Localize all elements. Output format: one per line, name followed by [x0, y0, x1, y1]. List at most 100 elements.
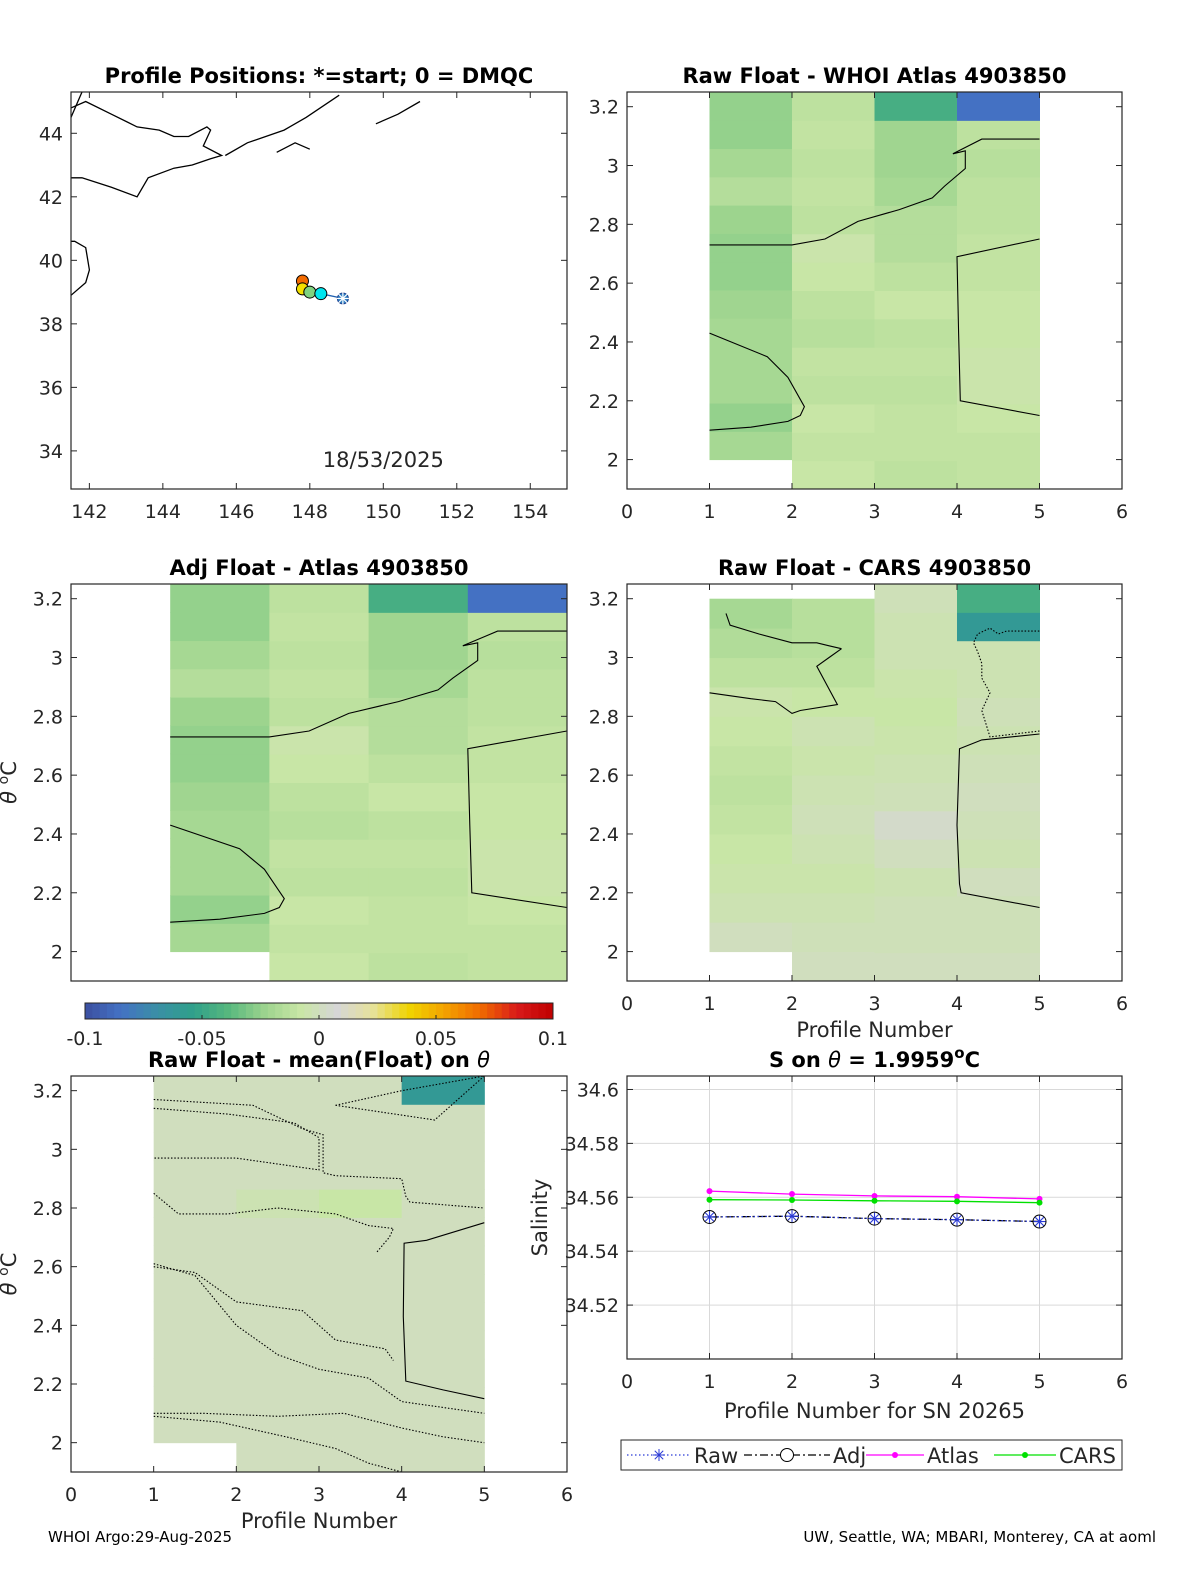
- colorbar-cell: [311, 1003, 320, 1019]
- x-tick-label: 5: [1033, 993, 1045, 1015]
- heatmap-cell: [401, 1443, 485, 1472]
- heatmap-cell: [401, 1189, 485, 1218]
- y-tick-label: 2.8: [589, 214, 619, 236]
- heatmap-cell: [709, 374, 793, 404]
- y-tick-label: 2.4: [33, 1315, 63, 1337]
- footer-right: UW, Seattle, WA; MBARI, Monterey, CA at …: [803, 1528, 1156, 1546]
- colorbar-cell: [245, 1003, 254, 1019]
- heatmap-cell: [170, 866, 270, 896]
- heatmap-cell: [957, 148, 1040, 178]
- heatmap-cell: [319, 1302, 403, 1332]
- colorbar-cell: [85, 1003, 93, 1019]
- heatmap-cell: [236, 1443, 320, 1472]
- y-tick-label: 3: [51, 648, 63, 670]
- contour-lines: [170, 630, 567, 923]
- colorbar-tick-label: -0.1: [66, 1028, 103, 1050]
- heatmap-cell: [792, 177, 875, 206]
- x-tick-label: 4: [951, 993, 963, 1015]
- y-tick-label: 2.8: [589, 706, 619, 728]
- colorbar-cell: [494, 1003, 503, 1019]
- x-axis-label: Profile Number: [241, 1509, 398, 1533]
- heatmap-cell: [792, 804, 875, 835]
- adj-atlas-panel: 2 2.2 2.4 2.6 2.8 3 3.2 Adj Float - Atlas 49038…: [0, 556, 568, 982]
- colorbar-cell: [428, 1003, 437, 1019]
- heatmap-cell: [709, 628, 793, 659]
- y-tick-label: 2.6: [589, 273, 619, 295]
- heatmap-cell: [236, 1274, 320, 1303]
- heatmap-cell: [153, 1217, 237, 1246]
- heatmap-cell: [319, 1076, 403, 1105]
- heatmap-cell: [792, 92, 875, 121]
- legend-marker-adj: [780, 1448, 794, 1462]
- panel-title: Profile Positions: *=start; 0 = DMQC: [105, 64, 534, 88]
- heatmap-cell: [236, 1245, 320, 1275]
- contour-lines: [709, 613, 1040, 909]
- x-tick-label: 2: [786, 1371, 798, 1393]
- heatmap-cell: [153, 1329, 237, 1359]
- axes-box: [626, 583, 1123, 982]
- y-tick-label: 40: [39, 250, 63, 272]
- colorbar-cell: [399, 1003, 408, 1019]
- colorbar-cell: [406, 1003, 415, 1019]
- colorbar-cell: [209, 1003, 218, 1019]
- y-axis-label: Salinity: [528, 1179, 552, 1257]
- colorbar-tick-label: 0: [313, 1028, 325, 1050]
- coastline: [71, 92, 83, 118]
- heatmap-cell: [368, 612, 469, 642]
- heatmap-cell: [153, 1414, 237, 1444]
- start-star-stroke: [338, 293, 348, 304]
- colorbar-cell: [297, 1003, 305, 1019]
- heatmap-cell: [792, 460, 875, 489]
- heatmap-cell: [874, 895, 958, 925]
- contour-line: [153, 1415, 402, 1472]
- heatmap-cell: [153, 1076, 237, 1105]
- colorbar-cell: [450, 1003, 459, 1019]
- heatmap-cell: [709, 289, 793, 319]
- colorbar-cell: [223, 1003, 232, 1019]
- contour-line: [153, 1412, 485, 1444]
- colorbar-cell: [150, 1003, 159, 1019]
- heatmap-cell: [957, 924, 1040, 954]
- heatmap-cell: [957, 725, 1040, 755]
- y-axis-label: θ oC: [0, 1253, 21, 1296]
- y-tick-label: 2: [51, 1433, 63, 1455]
- heatmap-cell: [170, 923, 270, 953]
- heatmap-cell: [874, 92, 958, 121]
- contour-lines: [153, 1076, 486, 1472]
- y-tick-label: 2.4: [589, 824, 619, 846]
- heatmap-cell: [792, 833, 875, 864]
- colorbar-cell: [136, 1003, 144, 1019]
- colorbar-tick-label: -0.05: [177, 1028, 226, 1050]
- salinity-panel: 0 1 2 3 4 5 6 34.52 34.54 34.56 34.58 34.6 S on θ = …: [528, 1044, 1128, 1471]
- y-tick-label: 2.2: [33, 883, 63, 905]
- heatmap-cell: [153, 1301, 237, 1331]
- coastline: [276, 142, 311, 153]
- heatmap-cell: [368, 584, 469, 613]
- coastlines: [71, 92, 421, 296]
- colorbar-cell: [436, 1003, 444, 1019]
- heatmap-cell: [874, 148, 958, 178]
- heatmap-cell: [874, 460, 958, 489]
- heatmap-cell: [957, 92, 1040, 121]
- heatmap-cell: [792, 262, 875, 291]
- series-point-atlas: [954, 1193, 960, 1200]
- x-tick-label: 146: [218, 501, 254, 523]
- heatmap-cell: [153, 1160, 237, 1190]
- colorbar-cell: [340, 1003, 349, 1019]
- heatmap-cell: [874, 697, 958, 727]
- contour-line: [467, 730, 567, 909]
- contour-line: [956, 733, 1040, 909]
- axes-box: [626, 91, 1123, 490]
- colorbar-cell: [99, 1003, 108, 1019]
- heatmap-cell: [170, 810, 270, 839]
- heatmap-cell: [957, 612, 1040, 642]
- heatmap-cell: [319, 1274, 403, 1303]
- heatmap-cell: [957, 318, 1040, 348]
- heatmap-cell: [709, 205, 793, 234]
- heatmap-cell: [368, 867, 469, 897]
- heatmap-cell: [153, 1132, 237, 1162]
- colorbar-cell: [194, 1003, 203, 1019]
- heatmap-cell: [792, 148, 875, 178]
- heatmap-cell: [319, 1387, 403, 1416]
- colorbar-cell: [523, 1003, 532, 1019]
